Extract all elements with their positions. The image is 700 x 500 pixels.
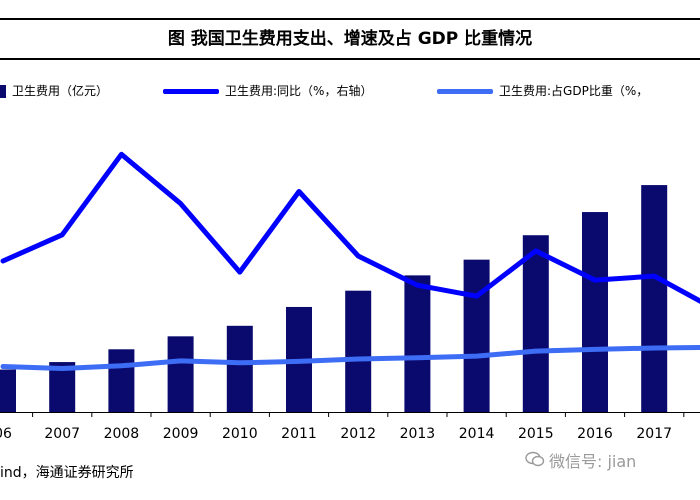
legend-label-expenditure: 卫生费用（亿元） (12, 84, 109, 98)
chart-title: 图 我国卫生费用支出、增速及占 GDP 比重情况 (0, 18, 700, 60)
x-tick-label: 2010 (222, 426, 258, 442)
bar-2010 (226, 325, 253, 412)
x-tick-label: 2014 (459, 426, 495, 442)
x-tick-label: 2015 (518, 426, 554, 442)
legend-swatch-gdp-share (437, 89, 493, 94)
x-tick-label: 2008 (104, 426, 140, 442)
bar-2012 (345, 290, 372, 412)
legend-item-yoy: 卫生费用:同比（%，右轴） (163, 80, 372, 102)
chart-legend: 卫生费用（亿元） 卫生费用:同比（%，右轴） 卫生费用:占GDP比重（%， (0, 80, 700, 102)
bar-2014 (463, 259, 490, 412)
bar-2009 (167, 336, 194, 412)
x-tick-label: 2017 (636, 426, 672, 442)
chart-plot: 06 2007 2008 2009 2010 2011 2012 2013 2014 2015 20… (0, 151, 700, 442)
bar-2008 (108, 349, 135, 412)
x-tick-label: 2012 (340, 426, 376, 442)
legend-label-yoy: 卫生费用:同比（%，右轴） (225, 84, 373, 98)
line-gdp-share (0, 344, 700, 371)
legend-label-gdp-share: 卫生费用:占GDP比重（%， (499, 84, 649, 98)
wechat-watermark: 微信号: jian (525, 448, 636, 472)
legend-item-expenditure: 卫生费用（亿元） (0, 80, 108, 102)
legend-swatch-expenditure (0, 85, 6, 98)
bar-2016 (582, 212, 608, 412)
wechat-icon (525, 451, 545, 471)
x-tick-label: 2013 (400, 426, 436, 442)
watermark-text: 微信号: jian (549, 452, 637, 471)
bar-2013 (404, 275, 431, 412)
bar-2017 (641, 185, 668, 412)
bar-2006 (0, 369, 16, 412)
bar-2015 (522, 235, 549, 412)
x-tick-label: 2007 (44, 426, 80, 442)
line-yoy-growth (0, 151, 700, 304)
legend-swatch-yoy (163, 89, 219, 94)
x-tick-label: 2011 (281, 426, 317, 442)
x-tick-label: 06 (0, 426, 12, 442)
legend-item-gdp-share: 卫生费用:占GDP比重（%， (437, 80, 648, 102)
x-tick-label: 2009 (163, 426, 199, 442)
x-tick-label: 2016 (577, 426, 613, 442)
source-note: ind，海通证券研究所 (0, 465, 134, 481)
